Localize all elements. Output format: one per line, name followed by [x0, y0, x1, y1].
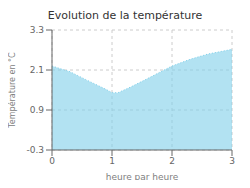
- svg-text:2.1: 2.1: [30, 65, 44, 75]
- svg-text:0: 0: [49, 156, 55, 166]
- svg-text:heure par heure: heure par heure: [106, 172, 179, 180]
- svg-text:1: 1: [109, 156, 115, 166]
- svg-text:Température en °C: Température en °C: [8, 52, 17, 129]
- svg-text:-0.3: -0.3: [26, 145, 44, 155]
- svg-text:2: 2: [169, 156, 175, 166]
- svg-text:0.9: 0.9: [30, 105, 45, 115]
- html-text:Evolution de la température: Evolution de la température: [47, 9, 203, 22]
- svg-text:3: 3: [229, 156, 235, 166]
- svg-text:3.3: 3.3: [30, 25, 44, 35]
